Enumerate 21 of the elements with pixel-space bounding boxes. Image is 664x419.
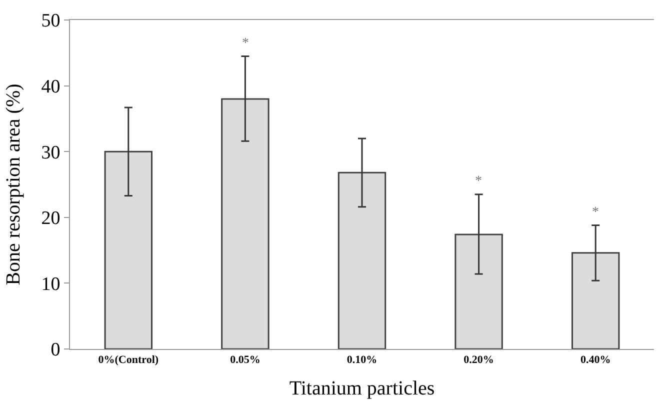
bar	[221, 98, 270, 349]
annotation: *	[592, 205, 599, 220]
x-tick-label: 0.40%	[580, 354, 611, 366]
y-tick-label: 10	[41, 274, 60, 295]
x-tick-label: 0%(Control)	[98, 354, 159, 366]
x-tick-label: 0.20%	[464, 354, 494, 366]
bar	[104, 150, 153, 349]
bar	[571, 252, 620, 349]
annotation: *	[242, 36, 249, 51]
y-tick-label: 40	[41, 76, 60, 98]
bar	[454, 234, 503, 349]
y-tick-label: 50	[41, 10, 60, 32]
annotation: *	[475, 174, 482, 189]
y-tick-label: 0	[50, 340, 60, 361]
y-tick-label: 20	[41, 208, 60, 230]
bar	[338, 172, 386, 349]
x-axis-title: Titanium particles	[289, 378, 435, 400]
x-tick-label: 0.05%	[230, 354, 260, 366]
x-tick-label: 0.10%	[346, 354, 378, 366]
y-tick-label: 30	[41, 142, 60, 164]
y-axis-title: Bone resorption area (%)	[2, 84, 25, 286]
